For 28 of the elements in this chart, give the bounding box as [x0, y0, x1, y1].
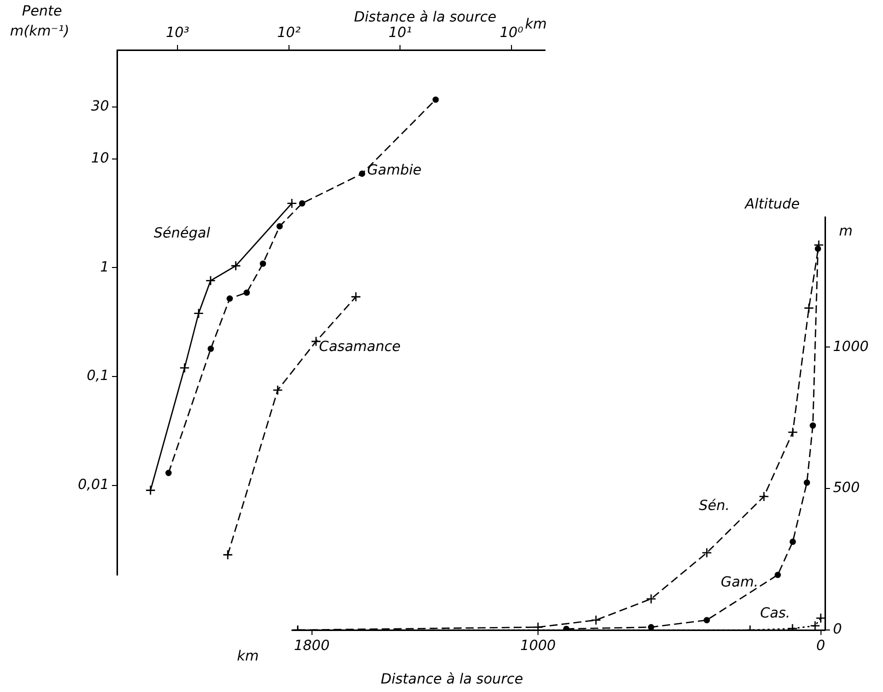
series-label: Casamance [319, 339, 401, 356]
y-tick-label: 0 [833, 622, 842, 638]
text: m [839, 224, 853, 240]
series-label: Gam. [720, 574, 758, 590]
text: km [237, 648, 259, 665]
text: km [525, 16, 547, 33]
y-tick-label: 0,01 [78, 476, 109, 493]
series-label: Cas. [760, 605, 790, 622]
text: Sénégal [154, 225, 210, 242]
y-axis-title: Pente m(km⁻¹) [10, 4, 70, 40]
y-tick-label: 1 [100, 259, 109, 276]
y-tick-label: 0,1 [86, 368, 109, 384]
y-axis-title: Altitude [744, 196, 800, 213]
x-tick-label: 0 [816, 638, 826, 654]
y-tick-label: 10 [91, 150, 110, 166]
x-axis-title: Distance à la source [380, 672, 524, 688]
x-tick-label: 10² [277, 25, 301, 42]
series-label: Sén. [698, 498, 730, 514]
y-tick-label: 500 [833, 480, 860, 496]
x-tick-label: 10¹ [388, 25, 412, 42]
x-tick-label: 1000 [520, 638, 556, 654]
y-tick-label: 1000 [833, 338, 869, 355]
x-axis-title: Distance à la source [354, 10, 496, 26]
x-tick-label: 1800 [294, 638, 330, 654]
series-label: Gambie [367, 162, 422, 178]
x-tick-label: 10³ [166, 25, 190, 42]
y-tick-label: 30 [91, 98, 110, 115]
x-tick-label: 10⁰ [500, 25, 524, 42]
